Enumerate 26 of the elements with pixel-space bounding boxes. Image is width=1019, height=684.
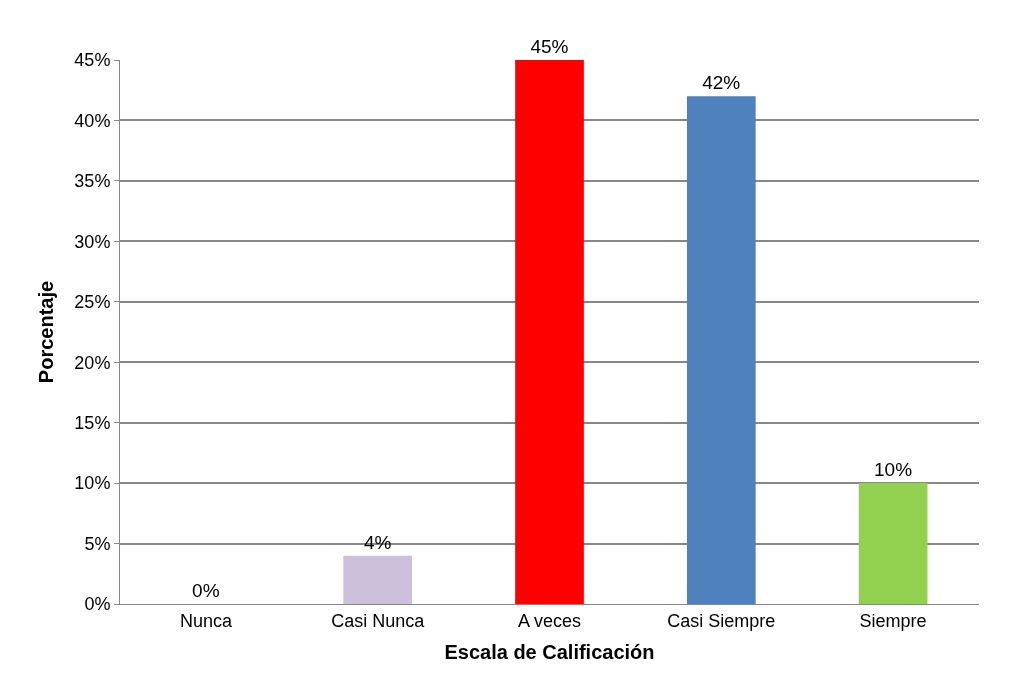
y-tick-label: 20%	[74, 352, 111, 373]
y-tick-label: 15%	[74, 412, 111, 433]
x-tick-label: Nunca	[179, 610, 233, 631]
y-tick-label: 35%	[74, 171, 111, 192]
y-tick-label: 5%	[84, 533, 111, 554]
bar	[515, 60, 584, 604]
x-tick-label: Siempre	[859, 610, 927, 631]
bar	[686, 96, 756, 604]
data-label: 10%	[874, 459, 913, 481]
y-axis-title: Porcentaje	[34, 280, 57, 384]
data-label: 4%	[363, 531, 392, 553]
y-tick-label: 45%	[74, 50, 111, 71]
bar	[343, 555, 413, 604]
y-tick-label: 40%	[74, 110, 111, 131]
x-tick-label: A veces	[517, 610, 582, 631]
y-tick-label: 0%	[84, 594, 111, 615]
data-label: 42%	[702, 72, 741, 94]
data-label: 45%	[530, 36, 569, 57]
x-tick-label: Casi Nunca	[331, 610, 426, 631]
x-axis-title: Escala de Calificación	[444, 641, 655, 664]
y-tick-label: 10%	[74, 473, 111, 494]
x-tick-label: Casi Siempre	[667, 610, 776, 631]
y-tick-label: 25%	[74, 292, 111, 313]
data-label: 0%	[192, 580, 220, 601]
bar	[858, 483, 928, 604]
y-tick-label: 30%	[74, 231, 111, 252]
